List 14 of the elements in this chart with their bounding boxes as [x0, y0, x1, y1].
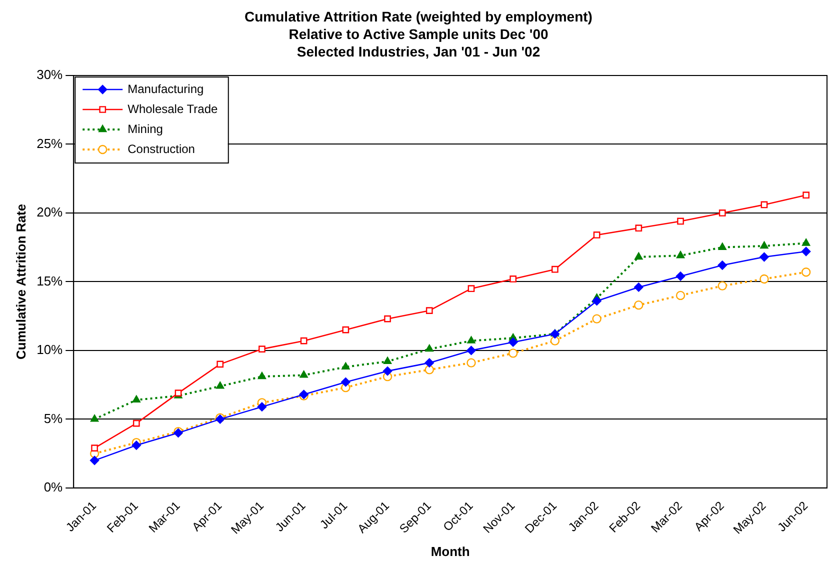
y-axis-title: Cumulative Attrition Rate: [13, 204, 28, 360]
y-tick-label: 10%: [36, 342, 64, 358]
y-tick-label: 30%: [36, 67, 64, 82]
legend-label: Wholesale Trade: [128, 102, 218, 116]
chart-title: Cumulative Attrition Rate (weighted by employment) Relative to Active Sample units Dec '00 Selected Industries, Jan '01 - Jun '02: [244, 8, 592, 60]
legend-label: Manufacturing: [128, 82, 204, 96]
y-tick-label: 0%: [44, 480, 64, 494]
x-axis-title: Month: [430, 544, 470, 559]
legend-label: Construction: [128, 142, 195, 156]
y-tick-label: 15%: [36, 273, 64, 288]
y-tick-label: 5%: [44, 410, 64, 426]
legend-label: Mining: [128, 122, 163, 136]
y-tick-label: 25%: [36, 136, 64, 151]
y-tick-label: 20%: [36, 204, 64, 220]
